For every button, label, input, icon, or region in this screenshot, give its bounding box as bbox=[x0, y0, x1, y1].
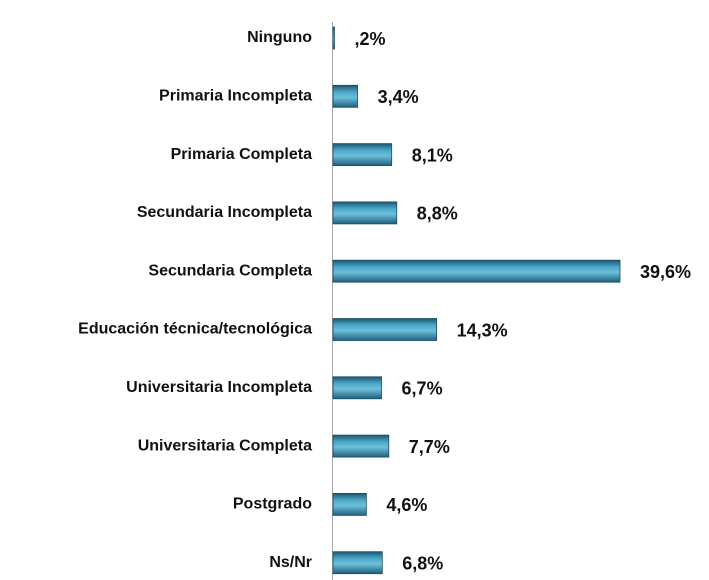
value-label: ,2% bbox=[354, 29, 385, 49]
category-label: Universitaria Incompleta bbox=[126, 379, 312, 396]
category-label: Postgrado bbox=[233, 496, 312, 513]
value-label: 6,7% bbox=[402, 379, 443, 399]
category-label: Primaria Incompleta bbox=[159, 88, 312, 105]
bar bbox=[332, 201, 398, 225]
bar bbox=[332, 143, 393, 167]
category-label: Ns/Nr bbox=[269, 554, 312, 571]
bar bbox=[332, 492, 367, 516]
category-label: Secundaria Incompleta bbox=[137, 204, 312, 221]
bar bbox=[332, 84, 359, 108]
bar bbox=[332, 318, 438, 341]
bar bbox=[332, 434, 390, 458]
value-label: 39,6% bbox=[640, 262, 691, 282]
category-label: Secundaria Completa bbox=[148, 262, 312, 279]
category-label: Primaria Completa bbox=[171, 146, 312, 163]
value-label: 8,8% bbox=[417, 204, 458, 224]
value-label: 4,6% bbox=[386, 495, 427, 515]
value-label: 3,4% bbox=[378, 87, 419, 107]
value-label: 6,8% bbox=[402, 553, 443, 573]
bar bbox=[332, 259, 621, 283]
bar bbox=[332, 551, 383, 575]
value-label: 14,3% bbox=[457, 320, 508, 340]
value-label: 8,1% bbox=[412, 145, 453, 165]
category-label: Ninguno bbox=[247, 29, 312, 46]
bar bbox=[332, 376, 382, 400]
category-label: Educación técnica/tecnológica bbox=[78, 321, 312, 338]
category-label: Universitaria Completa bbox=[138, 437, 312, 454]
value-label: 7,7% bbox=[409, 437, 450, 457]
bar bbox=[332, 26, 335, 50]
